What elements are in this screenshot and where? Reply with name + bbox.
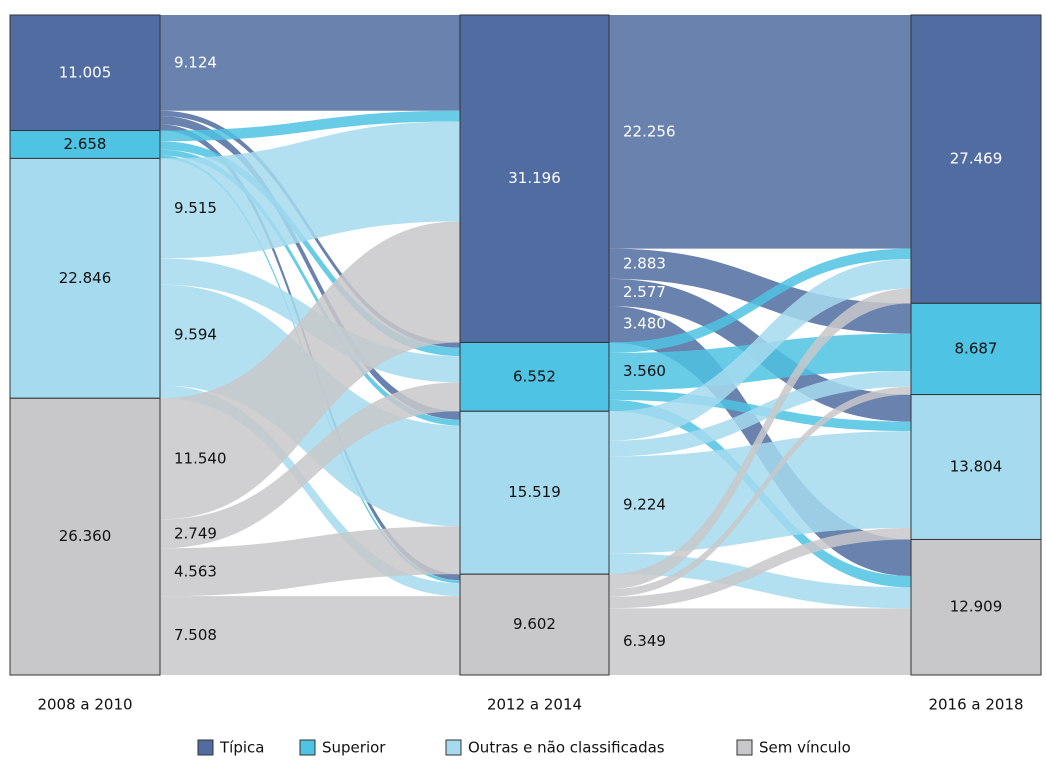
flow <box>160 15 460 111</box>
node-label: 9.602 <box>513 615 556 633</box>
flow-label: 7.508 <box>174 626 217 644</box>
flow <box>609 288 911 590</box>
flow <box>160 121 460 259</box>
node <box>910 538 1042 676</box>
flow <box>160 141 460 357</box>
node-label: 6.552 <box>513 367 556 385</box>
node <box>459 573 610 676</box>
flow-label: 4.563 <box>174 563 217 581</box>
flow-label: 22.256 <box>623 122 676 140</box>
node-label: 8.687 <box>955 339 998 357</box>
node <box>910 14 1042 304</box>
node <box>9 130 161 159</box>
flow-label: 3.560 <box>623 362 666 380</box>
node <box>910 394 1042 540</box>
flow <box>609 371 911 457</box>
flow-label: 2.883 <box>623 254 666 272</box>
flow <box>160 116 460 420</box>
legend-swatch <box>445 739 462 756</box>
flow <box>160 526 460 597</box>
node <box>9 14 161 132</box>
flow <box>609 259 911 441</box>
legend-label: Típica <box>219 739 264 757</box>
node <box>910 302 1042 396</box>
flow <box>160 149 460 426</box>
legend-swatch <box>299 739 316 756</box>
flow-label: 9.224 <box>623 495 666 513</box>
node-label: 31.196 <box>508 169 561 187</box>
flow-label: 3.480 <box>623 315 666 333</box>
node <box>9 397 161 676</box>
period-label: 2016 a 2018 <box>928 696 1023 714</box>
flow <box>160 385 460 597</box>
flow <box>609 553 911 609</box>
flow <box>160 596 460 675</box>
flow <box>609 248 911 334</box>
flow-label: 2.577 <box>623 283 666 301</box>
legend-swatch <box>197 739 214 756</box>
node-label: 2.658 <box>64 135 107 153</box>
legend-label: Superior <box>322 739 386 757</box>
node <box>9 157 161 399</box>
node-label: 22.846 <box>59 269 112 287</box>
flow-label: 9.515 <box>174 199 217 217</box>
period-label: 2012 a 2014 <box>487 696 582 714</box>
legend-swatch <box>736 739 753 756</box>
flow <box>609 15 911 249</box>
node <box>459 341 610 412</box>
flow <box>160 382 460 549</box>
flow-label: 11.540 <box>174 449 227 467</box>
node-label: 26.360 <box>59 527 112 545</box>
period-label: 2008 a 2010 <box>37 696 132 714</box>
flow <box>609 527 911 609</box>
legend-label: Sem vínculo <box>759 739 851 757</box>
node-label: 12.909 <box>950 598 1003 616</box>
flow <box>609 248 911 353</box>
node <box>459 14 610 343</box>
node-label: 11.005 <box>59 63 112 81</box>
flow <box>609 386 911 597</box>
flow-label: 9.594 <box>174 325 217 343</box>
flow-label: 9.124 <box>174 53 217 71</box>
flow-label: 2.749 <box>174 524 217 542</box>
flow <box>160 110 460 142</box>
flow <box>160 221 460 520</box>
flow-label: 6.349 <box>623 632 666 650</box>
flow <box>609 608 911 675</box>
node-label: 13.804 <box>950 458 1003 476</box>
legend-label: Outras e não classificadas <box>468 739 665 757</box>
node-label: 27.469 <box>950 150 1003 168</box>
node <box>459 410 610 575</box>
node-label: 15.519 <box>508 483 561 501</box>
